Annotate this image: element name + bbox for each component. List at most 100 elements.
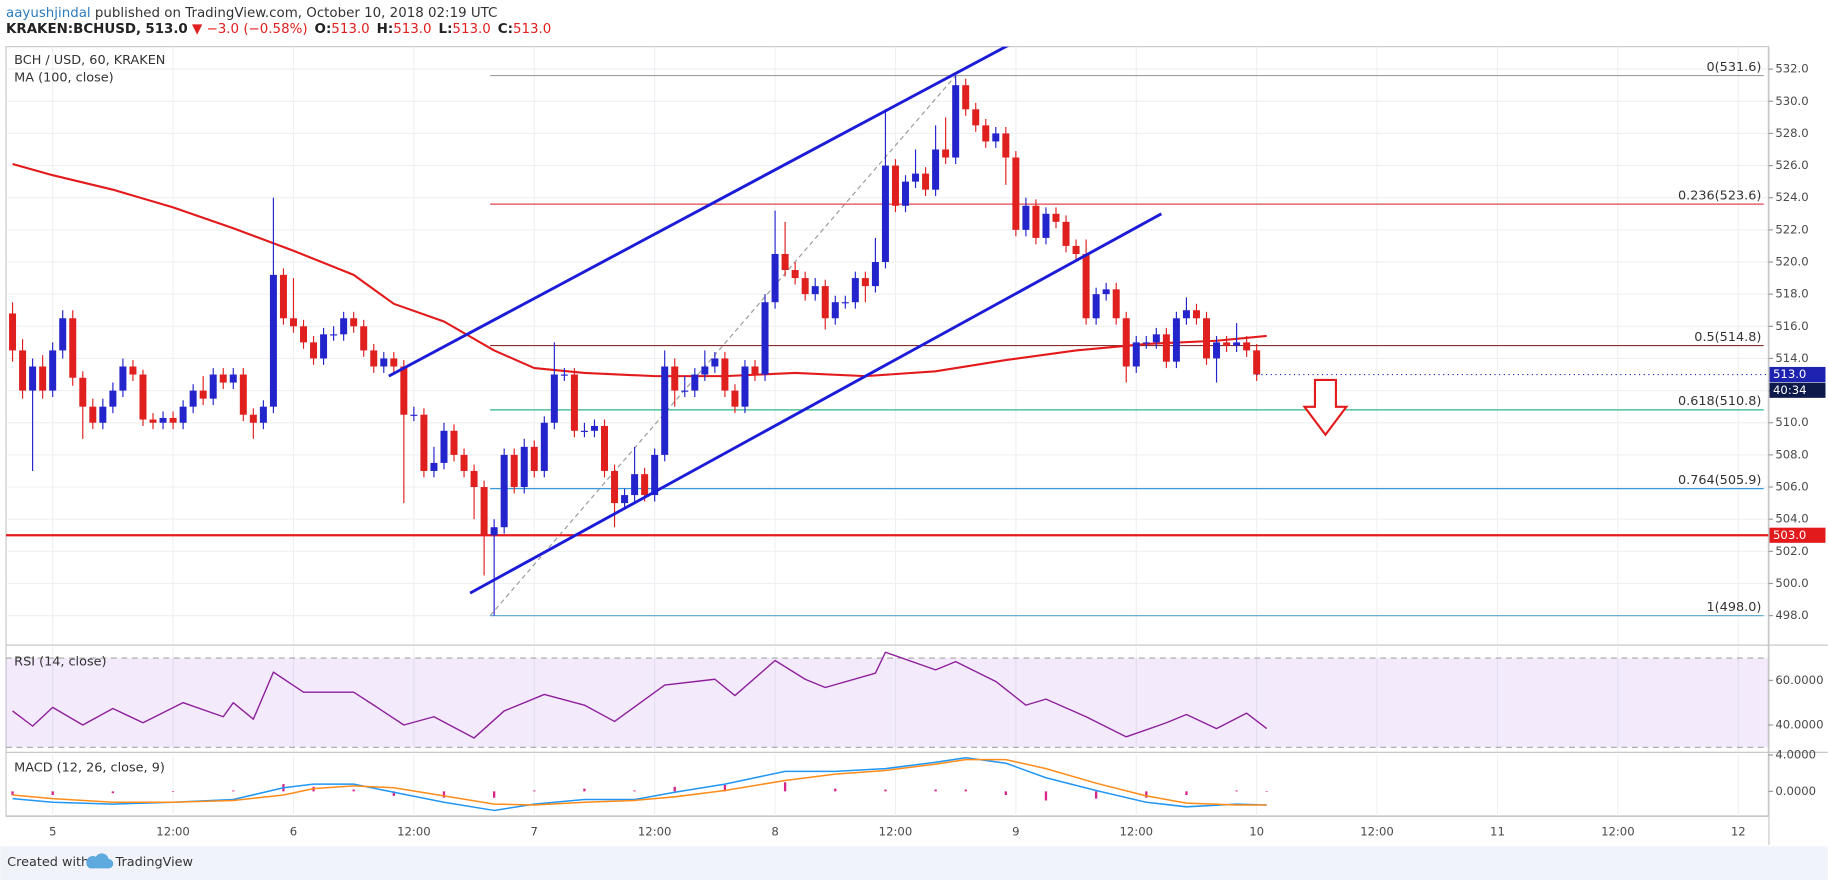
candle-body <box>560 374 568 376</box>
histogram-bar <box>884 789 887 792</box>
x-tick-label: 12:00 <box>1601 825 1635 839</box>
candle-body <box>139 374 147 420</box>
candle-body <box>741 366 749 407</box>
candle-body <box>460 454 468 471</box>
candle-body <box>1203 318 1210 359</box>
candle-body <box>641 474 649 496</box>
candle-body <box>751 366 759 375</box>
footer-bar <box>0 846 1828 880</box>
y-tick-label: 60.0000 <box>1775 673 1823 687</box>
candle-body <box>330 334 338 336</box>
candle-body <box>711 358 719 367</box>
candle-body <box>570 374 578 431</box>
candle-body <box>821 286 829 319</box>
candle-body <box>1062 221 1070 246</box>
x-tick-label: 10 <box>1249 825 1264 839</box>
histogram-bar <box>1004 791 1008 795</box>
ohlc-key: H: <box>377 22 394 37</box>
x-tick-label: 12:00 <box>1360 825 1394 839</box>
histogram-bar <box>1235 790 1238 792</box>
histogram-bar <box>232 790 235 792</box>
fib-label: 1(498.0) <box>1707 600 1762 615</box>
fib-label: 0.236(523.6) <box>1678 188 1761 203</box>
histogram-bar <box>834 788 837 792</box>
ohlc-value: 513.0 <box>513 22 551 37</box>
candle-body <box>861 278 869 287</box>
candle-body <box>219 374 227 383</box>
candle-body <box>1042 213 1050 238</box>
x-tick-label: 12:00 <box>397 825 431 839</box>
last-price-label: 513.0 <box>1773 367 1806 381</box>
candle-body <box>510 454 518 488</box>
candle-body <box>1012 157 1020 230</box>
footer-brand[interactable]: TradingView <box>115 855 193 870</box>
candle-body <box>179 406 187 423</box>
candle-body <box>912 173 920 182</box>
candle-body <box>1223 342 1231 346</box>
fib-diagonal <box>489 75 957 617</box>
candle-body <box>681 390 689 392</box>
candle-body <box>450 430 458 455</box>
symbol: KRAKEN:BCHUSD, <box>6 22 141 37</box>
histogram-bar <box>633 790 636 792</box>
histogram-bar <box>533 790 536 792</box>
candle-body <box>580 430 588 432</box>
fib-label: 0.764(505.9) <box>1678 473 1761 488</box>
candle-body <box>89 406 97 423</box>
countdown-tag <box>1769 382 1826 398</box>
fib-label: 0.5(514.8) <box>1694 330 1761 345</box>
candle-body <box>1002 133 1010 158</box>
publish-line: aayushjindal published on TradingView.co… <box>6 6 497 21</box>
candle-body <box>490 527 498 536</box>
candle-body <box>881 165 889 263</box>
candle-body <box>229 374 237 383</box>
histogram-bar <box>51 791 54 795</box>
candle-body <box>1243 342 1251 351</box>
macd-title: MACD (12, 26, close, 9) <box>14 761 165 776</box>
y-tick-label: 500.0 <box>1775 576 1808 590</box>
histogram-bar <box>1265 791 1268 792</box>
candle-body <box>851 278 859 303</box>
candle-body <box>300 326 308 343</box>
y-tick-label: 502.0 <box>1775 544 1808 558</box>
candle-body <box>49 350 57 391</box>
y-tick-label: 510.0 <box>1775 415 1808 429</box>
candle-body <box>601 425 609 471</box>
candle-body <box>952 85 960 158</box>
candle-body <box>761 302 769 375</box>
candle-body <box>721 358 729 391</box>
y-tick-label: 0.0000 <box>1775 784 1816 798</box>
y-tick-label: 498.0 <box>1775 608 1808 622</box>
candle-body <box>410 414 418 416</box>
candle-body <box>370 350 378 367</box>
price-axis: 498.0500.0502.0504.0506.0508.0510.0512.0… <box>1768 62 1826 622</box>
candle-body <box>701 366 709 375</box>
candle-body <box>29 366 37 391</box>
candle-body <box>1152 334 1160 343</box>
y-tick-label: 526.0 <box>1775 158 1808 172</box>
histogram-bar <box>171 791 175 792</box>
author[interactable]: aayushjindal <box>6 6 91 21</box>
candle-body <box>972 109 980 126</box>
candle-body <box>199 390 207 399</box>
candle-body <box>651 454 659 496</box>
candle-body <box>279 274 287 319</box>
last: 513.0 <box>145 22 187 37</box>
histogram-bar <box>111 791 115 794</box>
x-tick-label: 9 <box>1012 825 1019 839</box>
candle-body <box>69 318 77 378</box>
ohlc-value: 513.0 <box>331 22 369 37</box>
candle-body <box>1022 205 1030 230</box>
quote-line: KRAKEN:BCHUSD, 513.0 ▼ −3.0 (−0.58%) O:51… <box>6 22 551 37</box>
candle-body <box>1233 342 1241 346</box>
candle-body <box>962 85 970 110</box>
y-tick-label: 506.0 <box>1775 480 1808 494</box>
price-axis: 4.0000 0.0000 <box>1768 748 1816 798</box>
tradingview-logo[interactable] <box>86 853 114 869</box>
candle-body <box>1172 318 1180 362</box>
indicator-label: MA (100, close) <box>14 71 114 86</box>
candle-body <box>992 133 1000 142</box>
trendline <box>388 46 1009 378</box>
candle-body <box>380 358 388 367</box>
